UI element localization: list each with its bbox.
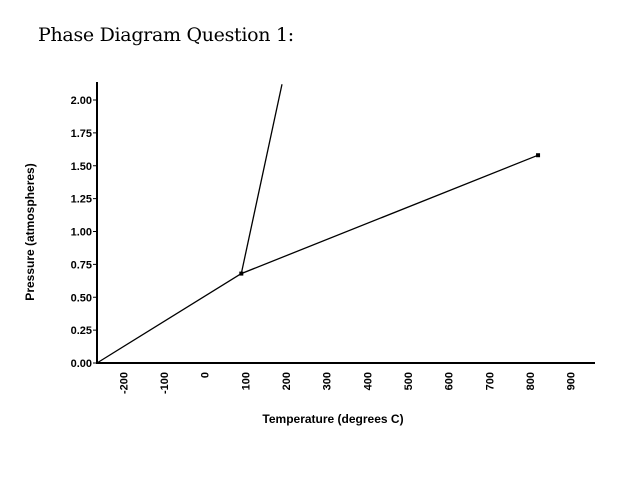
x-tick-label: 800 [525,372,537,390]
x-axis-title: Temperature (degrees C) [262,412,403,426]
page-heading: Phase Diagram Question 1: [38,24,294,46]
y-tick-label: 1.25 [71,194,92,206]
y-tick-label: 0.75 [71,259,92,271]
y-tick-label: 1.50 [71,161,92,173]
critical-point-marker [536,153,541,158]
x-tick-label: 200 [281,372,293,390]
y-axis-title: Pressure (atmospheres) [23,163,37,300]
x-tick-label: 0 [200,372,212,378]
x-tick-label: 600 [444,372,456,390]
x-tick-label: -200 [118,372,130,394]
y-tick-label: 1.00 [71,227,92,239]
triple-point-marker [239,271,244,276]
y-tick-label: 1.75 [71,128,92,140]
x-tick-label: -100 [159,372,171,394]
sublimation-curve-line [96,273,242,364]
x-tick-label: 300 [322,372,334,390]
y-tick-label: 2.00 [71,95,92,107]
y-tick-label: 0.00 [71,358,92,370]
x-tick-label: 100 [240,372,252,390]
x-tick-label: 700 [484,372,496,390]
y-tick-label: 0.25 [71,325,92,337]
fusion-curve-line [240,84,283,274]
x-tick-label: 900 [566,372,578,390]
x-tick-label: 400 [362,372,374,390]
y-tick-label: 0.50 [71,292,92,304]
vaporization-curve-line [241,154,539,275]
x-tick-label: 500 [403,372,415,390]
